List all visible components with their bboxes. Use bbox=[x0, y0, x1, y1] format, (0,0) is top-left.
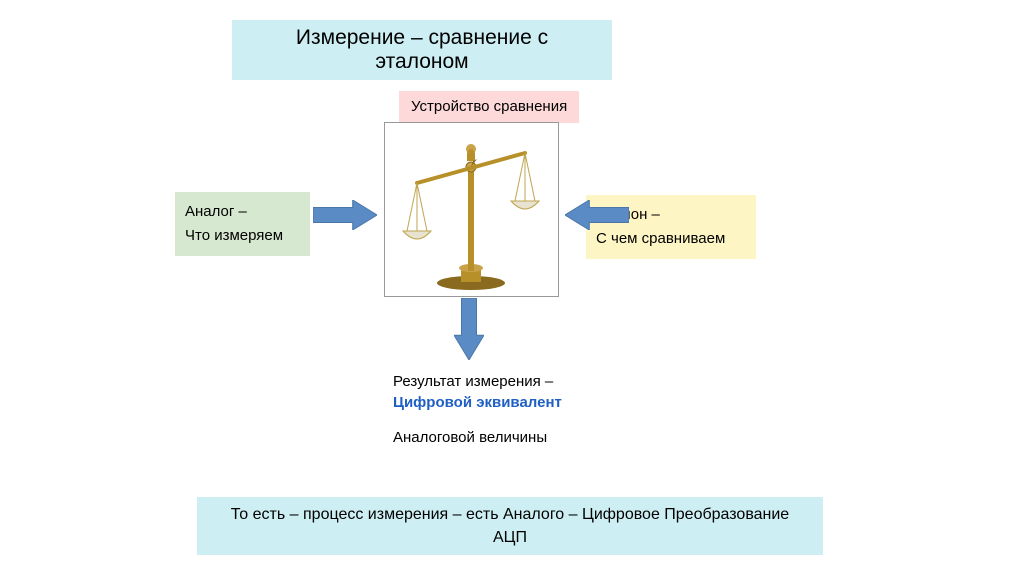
result-line2: Цифровой эквивалент bbox=[393, 392, 562, 413]
analog-line1: Аналог – bbox=[185, 200, 300, 224]
balance-scale-icon bbox=[385, 123, 558, 296]
scales-image bbox=[384, 122, 559, 297]
arrow-down bbox=[454, 298, 484, 360]
arrow-right bbox=[565, 200, 629, 230]
result-line3: Аналоговой величины bbox=[393, 427, 562, 448]
footer-line1: То есть – процесс измерения – есть Анало… bbox=[215, 503, 805, 526]
etalon-line2: С чем сравниваем bbox=[596, 227, 746, 251]
analog-box: Аналог – Что измеряем bbox=[175, 192, 310, 256]
device-label: Устройство сравнения bbox=[399, 91, 579, 123]
footer-box: То есть – процесс измерения – есть Анало… bbox=[197, 497, 823, 555]
result-block: Результат измерения – Цифровой эквивален… bbox=[393, 371, 562, 448]
analog-line2: Что измеряем bbox=[185, 224, 300, 248]
page-title: Измерение – сравнение с эталоном bbox=[232, 20, 612, 80]
arrow-left bbox=[313, 200, 377, 230]
footer-line2: АЦП bbox=[215, 526, 805, 549]
result-line1: Результат измерения – bbox=[393, 371, 562, 392]
